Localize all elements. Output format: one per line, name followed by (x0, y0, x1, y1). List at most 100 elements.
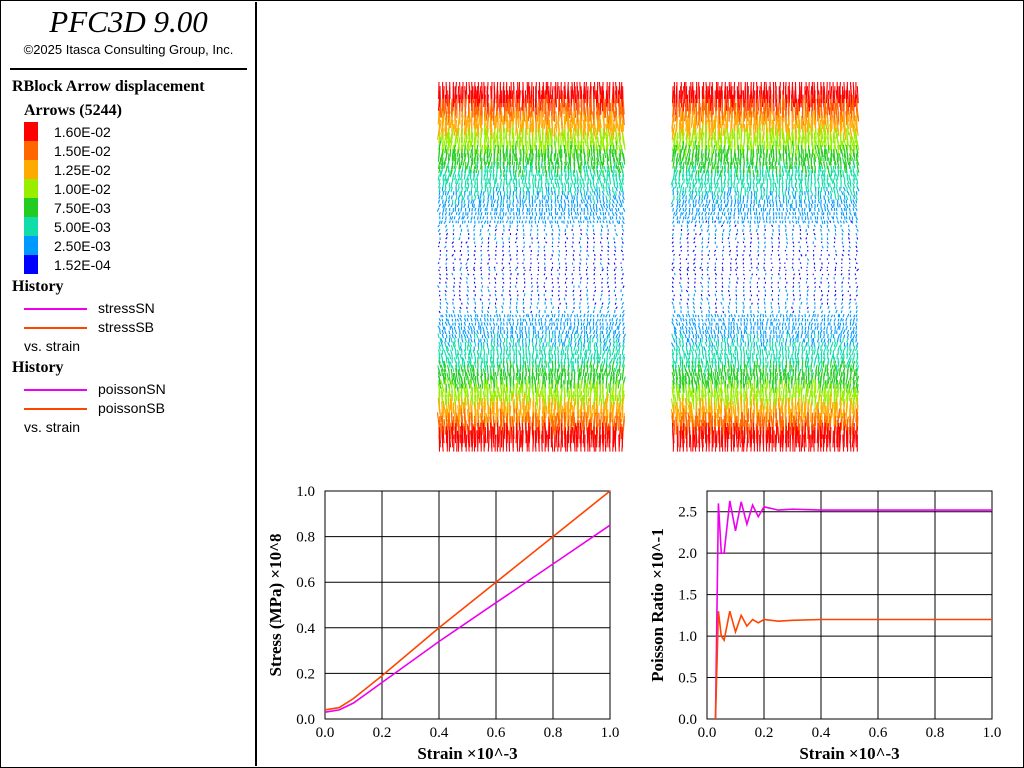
displacement-arrow (486, 174, 489, 181)
displacement-arrow (616, 199, 619, 204)
displacement-arrow (508, 372, 511, 381)
displacement-arrow (444, 119, 447, 132)
displacement-arrow (618, 157, 621, 165)
displacement-arrow (483, 379, 487, 389)
displacement-arrow (579, 314, 582, 318)
displacement-arrow (539, 212, 541, 216)
displacement-arrow (511, 157, 514, 165)
displacement-arrow (505, 136, 508, 147)
displacement-arrow (567, 216, 570, 219)
displacement-arrow (458, 322, 461, 326)
displacement-arrow (466, 216, 469, 220)
displacement-arrow (503, 174, 506, 181)
displacement-arrow (593, 191, 596, 196)
displacement-arrow (508, 203, 511, 209)
displacement-arrow (440, 220, 443, 224)
displacement-arrow (603, 415, 606, 431)
displacement-arrow (512, 203, 515, 208)
displacement-arrow (438, 178, 441, 184)
displacement-arrow (476, 186, 479, 193)
displacement-arrow (710, 94, 713, 111)
displacement-arrow (561, 207, 564, 213)
displacement-arrow (538, 379, 541, 389)
displacement-arrow (457, 207, 460, 212)
displacement-arrow (445, 232, 449, 236)
displacement-arrow (445, 273, 448, 276)
displacement-arrow (472, 273, 475, 276)
displacement-arrow (469, 361, 472, 368)
displacement-arrow (595, 212, 598, 216)
displacement-arrow (579, 289, 582, 293)
displacement-arrow (451, 253, 455, 257)
displacement-arrow (611, 349, 615, 356)
displacement-arrow (565, 266, 568, 269)
history-title-1: History (12, 278, 64, 295)
displacement-arrow (442, 405, 445, 419)
displacement-arrow (543, 273, 546, 276)
displacement-arrow (450, 211, 453, 216)
displacement-arrow (505, 153, 507, 162)
displacement-arrow (550, 203, 553, 209)
displacement-arrow (464, 186, 468, 193)
displacement-arrow (473, 228, 475, 232)
displacement-arrow (619, 199, 622, 204)
displacement-arrow (535, 427, 538, 444)
displacement-arrow (558, 216, 560, 220)
displacement-arrow (594, 186, 597, 192)
displacement-arrow (527, 313, 530, 318)
displacement-arrow (486, 357, 489, 364)
displacement-arrow (614, 434, 617, 452)
displacement-arrow (592, 111, 595, 126)
displacement-arrow (466, 294, 469, 297)
displacement-arrow (606, 111, 610, 126)
displacement-arrow (592, 368, 596, 377)
displacement-arrow (825, 86, 828, 104)
displacement-arrow (472, 170, 476, 178)
displacement-arrow (571, 329, 574, 335)
displacement-arrow (541, 203, 544, 208)
displacement-arrow (596, 157, 599, 166)
displacement-arrow (477, 352, 480, 360)
displacement-arrow (522, 301, 525, 305)
displacement-arrow (456, 178, 460, 185)
displacement-arrow (474, 285, 477, 288)
displacement-arrow (457, 372, 461, 381)
displacement-arrow (461, 380, 464, 389)
displacement-arrow (611, 211, 615, 216)
displacement-arrow (481, 306, 484, 309)
displacement-arrow (505, 220, 508, 224)
displacement-arrow (523, 394, 526, 406)
displacement-arrow (470, 191, 473, 196)
displacement-arrow (517, 272, 519, 276)
displacement-arrow (563, 191, 566, 197)
displacement-arrow (599, 262, 602, 266)
displacement-arrow (462, 383, 466, 393)
displacement-arrow (539, 174, 541, 181)
displacement-arrow (578, 269, 581, 272)
displacement-arrow (510, 107, 513, 122)
history-label: stressSB (98, 319, 155, 335)
displacement-arrow (483, 434, 485, 452)
displacement-arrow (571, 216, 574, 220)
displacement-arrow (580, 199, 583, 204)
displacement-arrow (440, 157, 444, 166)
displacement-arrow (464, 371, 467, 381)
displacement-arrow (577, 161, 581, 170)
displacement-arrow (452, 341, 455, 347)
displacement-arrow (509, 216, 512, 220)
displacement-arrow (557, 199, 559, 204)
displacement-arrow (598, 195, 601, 200)
displacement-arrow (444, 321, 448, 326)
displacement-arrow (528, 390, 531, 402)
displacement-arrow (521, 249, 524, 252)
displacement-arrow (615, 318, 619, 322)
displacement-arrow (476, 368, 479, 377)
displacement-arrow (603, 368, 607, 377)
displacement-arrow (535, 170, 538, 177)
displacement-arrow (508, 262, 511, 265)
displacement-arrow (565, 289, 567, 293)
arrow-displacement-view[interactable] (258, 2, 1018, 472)
displacement-arrow (547, 203, 550, 208)
displacement-arrow (593, 128, 597, 140)
displacement-arrow (622, 341, 625, 347)
